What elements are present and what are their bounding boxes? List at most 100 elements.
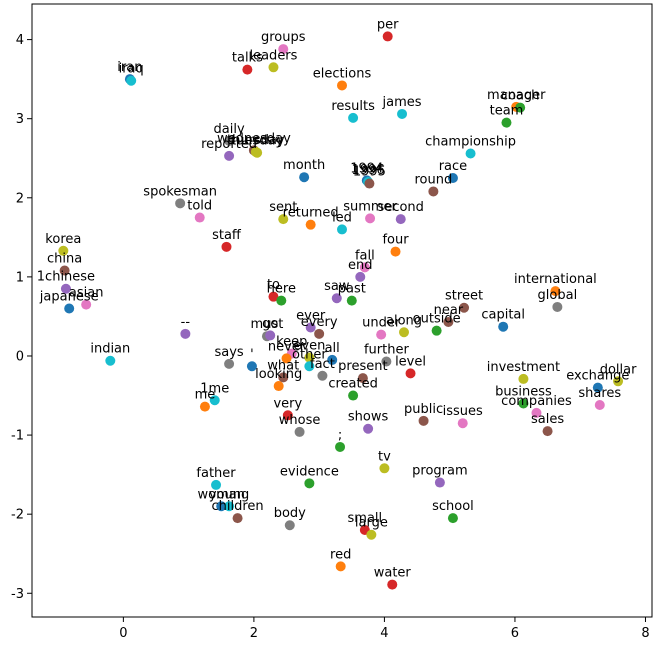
data-point: [58, 245, 69, 256]
data-point: [199, 401, 210, 412]
data-label: told: [187, 199, 212, 214]
data-label: small: [348, 511, 383, 526]
data-label: fall: [355, 248, 375, 263]
x-tick-label: 8: [641, 626, 649, 641]
data-point: [224, 358, 235, 369]
data-label: here: [267, 282, 296, 297]
data-label: business: [495, 384, 552, 399]
data-label: round: [414, 172, 452, 187]
data-label: global: [538, 288, 578, 303]
y-tick-label: -1: [11, 429, 24, 444]
data-label: championship: [425, 134, 516, 149]
data-label: must: [251, 317, 284, 332]
data-point: [459, 302, 470, 313]
data-point: [457, 418, 468, 429]
data-label: water: [374, 566, 412, 581]
data-label: asian: [69, 286, 104, 301]
data-label: shares: [578, 386, 621, 401]
data-point: [294, 426, 305, 437]
data-label: wednesday: [217, 131, 291, 146]
data-point: [224, 150, 235, 161]
data-label: led: [332, 210, 352, 225]
data-point: [278, 214, 289, 225]
data-label: companies: [501, 394, 572, 409]
data-label: very: [273, 396, 302, 411]
data-label: past: [338, 282, 366, 297]
data-label: issues: [443, 404, 483, 419]
data-point: [221, 241, 232, 252]
data-point: [175, 198, 186, 209]
data-label: outside: [413, 312, 461, 327]
data-label: groups: [261, 30, 306, 45]
data-point: [64, 303, 75, 314]
data-label: shows: [348, 410, 389, 425]
data-label: leaders: [249, 48, 297, 63]
data-point: [278, 44, 289, 55]
y-tick-label: 3: [16, 112, 24, 127]
data-point: [397, 108, 408, 119]
data-point: [418, 415, 429, 426]
data-point: [359, 262, 370, 273]
data-label: per: [377, 17, 399, 32]
data-label: red: [330, 547, 351, 562]
data-point: [346, 295, 357, 306]
data-point: [335, 441, 346, 452]
data-point: [81, 299, 92, 310]
data-label: tuesday: [231, 134, 283, 149]
data-point: [542, 426, 553, 437]
data-label: iraq: [119, 62, 144, 77]
data-label: 1995: [353, 165, 386, 180]
y-tick-label: 1: [16, 270, 24, 285]
data-label: 1me: [200, 381, 229, 396]
data-point: [379, 463, 390, 474]
data-point: [390, 246, 401, 257]
data-label: to: [267, 278, 280, 293]
data-label: ': [250, 347, 254, 362]
data-label: exchange: [566, 369, 629, 384]
data-label: second: [378, 200, 424, 215]
data-label: international: [514, 272, 597, 287]
data-label: manager: [487, 88, 546, 103]
data-point: [335, 561, 346, 572]
data-label: saw: [324, 279, 350, 294]
data-label: talks: [232, 51, 263, 66]
y-tick-label: 0: [16, 349, 24, 364]
data-point: [443, 316, 454, 327]
data-point: [501, 117, 512, 128]
data-label: street: [445, 289, 483, 304]
data-point: [314, 328, 325, 339]
data-point: [232, 513, 243, 524]
x-tick-label: 0: [119, 626, 127, 641]
data-point: [357, 373, 368, 384]
data-point: [216, 501, 227, 512]
data-label: dollar: [600, 362, 637, 377]
data-label: evidence: [280, 464, 339, 479]
data-label: body: [274, 506, 306, 521]
data-point: [276, 295, 287, 306]
data-point: [265, 330, 276, 341]
data-point: [242, 64, 253, 75]
data-point: [105, 355, 116, 366]
data-point: [273, 381, 284, 392]
data-label: other: [292, 347, 327, 362]
data-label: 1996: [352, 163, 385, 178]
data-point: [376, 329, 387, 340]
data-point: [317, 370, 328, 381]
data-label: elections: [313, 66, 372, 81]
data-point: [387, 579, 398, 590]
data-label: spokesman: [143, 184, 217, 199]
plot-frame: [31, 3, 653, 618]
data-point: [399, 327, 409, 338]
data-label: school: [432, 499, 474, 514]
data-label: father: [196, 466, 236, 481]
x-tick-label: 2: [250, 626, 258, 641]
data-label: china: [47, 252, 82, 267]
data-point: [304, 361, 315, 372]
data-label: coach: [501, 89, 539, 104]
data-point: [59, 265, 70, 276]
data-label: present: [338, 359, 387, 374]
data-point: [363, 423, 374, 434]
data-point: [365, 213, 376, 224]
data-point: [305, 219, 316, 230]
data-point: [613, 376, 624, 387]
